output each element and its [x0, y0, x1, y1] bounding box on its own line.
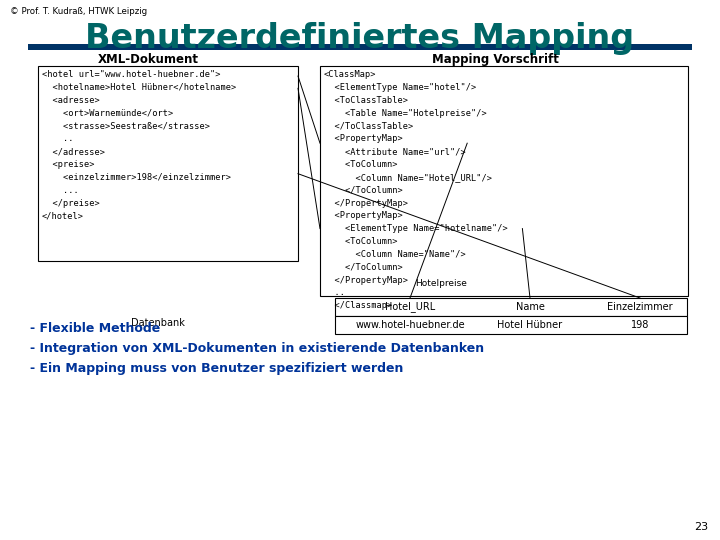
- Text: Hotel Hübner: Hotel Hübner: [498, 320, 562, 330]
- Bar: [28, 44, 692, 50]
- Bar: [335, 298, 687, 316]
- Text: Mapping Vorschrift: Mapping Vorschrift: [431, 53, 559, 66]
- Bar: [38, 66, 298, 261]
- Text: <ClassMap>
  <ElementType Name="hotel"/>
  <ToClassTable>
    <Table Name="Hotel: <ClassMap> <ElementType Name="hotel"/> <…: [324, 70, 508, 310]
- Text: XML-Dokument: XML-Dokument: [97, 53, 199, 66]
- Text: - Integration von XML-Dokumenten in existierende Datenbanken: - Integration von XML-Dokumenten in exis…: [30, 342, 484, 355]
- Text: © Prof. T. Kudraß, HTWK Leipzig: © Prof. T. Kudraß, HTWK Leipzig: [10, 7, 147, 16]
- Text: - Ein Mapping muss von Benutzer spezifiziert werden: - Ein Mapping muss von Benutzer spezifiz…: [30, 362, 403, 375]
- Text: <hotel url="www.hotel-huebner.de">
  <hotelname>Hotel Hübner</hotelname>
  <adre: <hotel url="www.hotel-huebner.de"> <hote…: [42, 70, 236, 220]
- Text: Hotel_URL: Hotel_URL: [385, 301, 435, 312]
- Text: www.hotel-huebner.de: www.hotel-huebner.de: [355, 320, 465, 330]
- Text: Name: Name: [516, 302, 544, 312]
- Bar: [335, 316, 687, 334]
- Text: Benutzerdefiniertes Mapping: Benutzerdefiniertes Mapping: [86, 22, 634, 55]
- Text: Hotelpreise: Hotelpreise: [415, 279, 467, 288]
- Text: - Flexible Methode: - Flexible Methode: [30, 322, 161, 335]
- Text: 198: 198: [631, 320, 649, 330]
- Bar: [320, 66, 688, 296]
- Text: 23: 23: [694, 522, 708, 532]
- Text: Einzelzimmer: Einzelzimmer: [607, 302, 672, 312]
- Text: Datenbank: Datenbank: [131, 318, 185, 328]
